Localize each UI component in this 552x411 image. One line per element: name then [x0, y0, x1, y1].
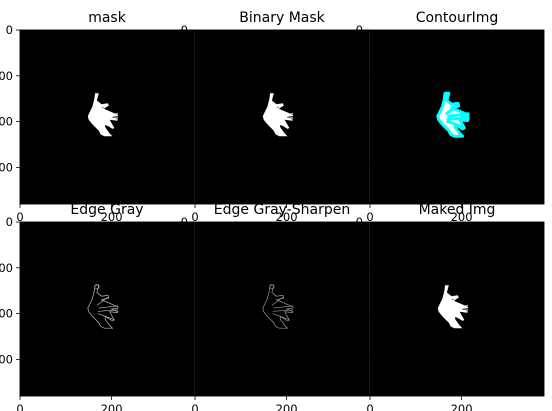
hand-mask-finger [272, 117, 294, 120]
panel-title: Binary Mask [239, 10, 325, 26]
y-tick-label: 300 [0, 352, 13, 366]
y-tick-label: 200 [341, 115, 363, 129]
y-tick-label: 300 [166, 160, 188, 174]
x-tick-label: 200 [451, 402, 473, 411]
x-tick-label: 0 [16, 402, 23, 411]
axes-frame [19, 221, 195, 397]
hand-edge-fingertip [269, 284, 275, 290]
axes-frame [19, 29, 195, 205]
x-tick-label: 200 [101, 210, 123, 224]
image-area [20, 222, 194, 396]
y-tick-label: 200 [0, 307, 13, 321]
subplot-6: Maked Img 0 200 0 100 200 300 [341, 202, 545, 411]
axes-frame [369, 221, 545, 397]
hand-mask-shape [87, 93, 118, 137]
y-tick-label: 300 [341, 160, 363, 174]
y-tick-label: 0 [6, 23, 13, 37]
subplot-5: Edge Gray-Sharpen 0 200 0 100 200 300 [166, 202, 370, 411]
y-tick-label: 100 [166, 261, 188, 275]
panel-title: ContourImg [416, 10, 499, 26]
y-tick-label: 200 [166, 115, 188, 129]
subplot-3: ContourImg 0 200 0 100 200 300 [341, 10, 545, 224]
y-tick-label: 200 [0, 115, 13, 129]
hand-edge-finger [272, 309, 294, 312]
image-area [195, 222, 369, 396]
hand-contour-finger [445, 103, 460, 115]
hand-edge-outline [87, 284, 119, 329]
y-tick-label: 100 [166, 69, 188, 83]
y-tick-label: 0 [181, 215, 188, 229]
y-tick-label: 200 [166, 307, 188, 321]
hand-edge-finger [97, 309, 119, 312]
hand-edge-finger [96, 296, 109, 306]
hand-edge-fingertip [94, 284, 100, 290]
y-tick-label: 0 [181, 23, 188, 37]
hand-mask-finger [273, 113, 294, 117]
hand-mask-finger [97, 117, 119, 120]
hand-contour-finger [446, 120, 466, 130]
y-tick-label: 300 [0, 160, 13, 174]
y-tick-label: 300 [166, 352, 188, 366]
x-tick-label: 0 [16, 210, 23, 224]
x-tick-label: 200 [276, 402, 298, 411]
y-tick-label: 100 [341, 69, 363, 83]
hand-mask-finger [97, 121, 115, 129]
hand-edge-finger [271, 296, 284, 306]
panel-title: Maked Img [419, 202, 496, 218]
y-tick-label: 0 [6, 215, 13, 229]
panel-title: mask [88, 10, 127, 26]
hand-mask-shape [437, 285, 468, 329]
hand-mask-finger [96, 104, 109, 114]
hand-mask-shape [262, 93, 293, 137]
hand-edge-finger [97, 313, 114, 320]
panel-title: Edge Gray-Sharpen [214, 202, 350, 218]
y-tick-label: 100 [0, 261, 13, 275]
hand-contour-finger [446, 116, 470, 121]
x-tick-label: 0 [191, 210, 198, 224]
hand-edge-outline [262, 284, 294, 329]
hand-mask-finger [271, 104, 284, 114]
hand-mask-finger [447, 313, 465, 321]
axes-frame [194, 221, 370, 397]
subplot-1: mask 0 200 0 100 200 300 [0, 10, 195, 224]
x-tick-label: 200 [101, 402, 123, 411]
hand-edge-finger [273, 305, 294, 309]
axes-frame [369, 29, 545, 205]
hand-mask-finger [447, 309, 469, 312]
hand-mask-finger [448, 305, 469, 309]
subplot-4: Edge Gray 0 200 0 100 200 300 [0, 202, 195, 411]
hand-mask-finger [272, 121, 290, 129]
hand-mask-finger [98, 113, 119, 117]
hand-edge-finger [272, 313, 289, 320]
y-tick-label: 0 [356, 215, 363, 229]
x-tick-label: 0 [191, 402, 198, 411]
y-tick-label: 0 [356, 23, 363, 37]
x-tick-label: 200 [276, 210, 298, 224]
y-tick-label: 100 [0, 69, 13, 83]
x-tick-label: 200 [451, 210, 473, 224]
subplot-2: Binary Mask 0 200 0 100 200 300 [166, 10, 370, 224]
y-tick-label: 100 [341, 261, 363, 275]
axes-frame [194, 29, 370, 205]
hand-edge-finger [98, 305, 119, 309]
panel-title: Edge Gray [70, 202, 143, 218]
y-tick-label: 300 [341, 352, 363, 366]
hand-contour-finger [447, 112, 470, 118]
x-tick-label: 0 [366, 210, 373, 224]
hand-mask-finger [446, 296, 459, 306]
y-tick-label: 200 [341, 307, 363, 321]
x-tick-label: 0 [366, 402, 373, 411]
